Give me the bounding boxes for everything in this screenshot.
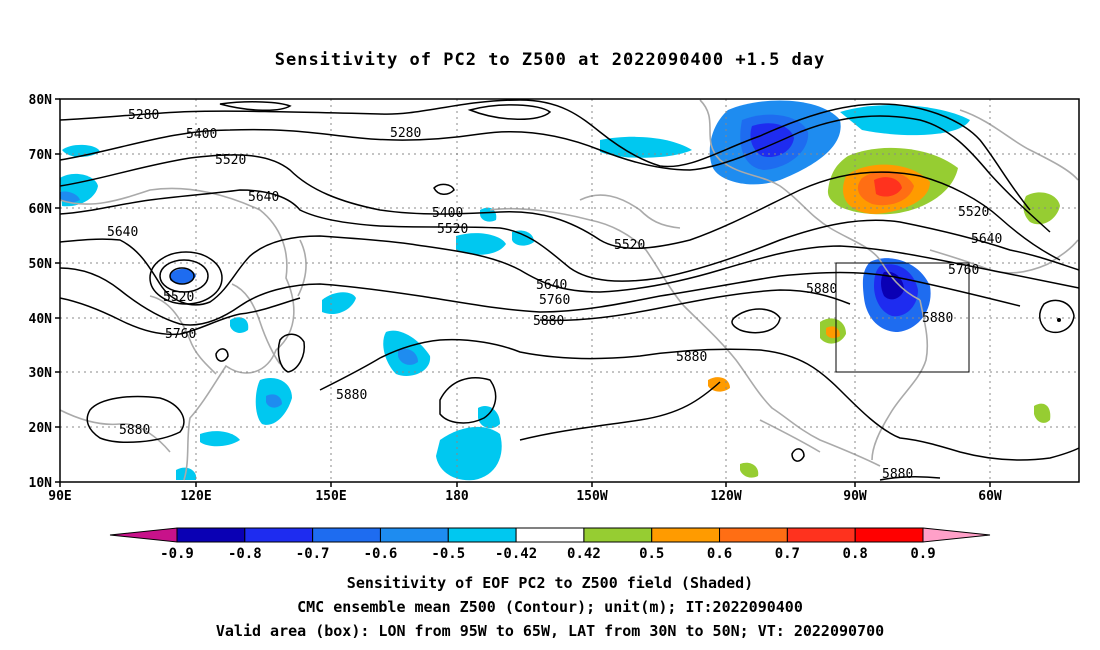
map-frame [59,98,1080,483]
colorbar-label: 0.6 [707,546,732,562]
lat-label: 30N [29,366,53,381]
contour-label: 5520 [437,222,468,237]
z500-contours [59,99,1080,481]
contour-label: 5760 [539,293,570,308]
contour-label: 5400 [186,127,217,142]
coastlines [59,99,1079,481]
footer-line-3: Valid area (box): LON from 95W to 65W, L… [215,622,885,640]
colorbar-segment [922,527,991,543]
contour-label: 5880 [119,423,150,438]
contour-label: 5880 [922,311,953,326]
contour-label: 5520 [163,290,194,305]
lat-label: 40N [29,312,53,327]
lat-label: 50N [29,257,53,272]
contour-label: 5760 [165,327,196,342]
lon-label: 120E [180,489,211,504]
contour-label: 5640 [971,232,1002,247]
lon-axis: 90E 120E 150E 180 150W 120W 90W 60W [48,482,1002,504]
colorbar-label: -0.42 [495,546,537,562]
lat-label: 10N [29,476,53,491]
colorbar-label: -0.6 [364,546,398,562]
colorbar-segment [515,527,585,543]
contour-label: 5880 [882,467,913,482]
map-title: Sensitivity of PC2 to Z500 at 2022090400… [274,50,826,70]
contour-label: 5640 [536,278,567,293]
center-dot [1057,318,1061,322]
contour-label: 5640 [107,225,138,240]
contour-label: 5280 [128,108,159,123]
colorbar-segment [379,527,449,543]
lon-label: 180 [445,489,469,504]
lon-label: 120W [710,489,741,504]
lat-label: 70N [29,148,53,163]
contour-label: 5880 [806,282,837,297]
lon-label: 90W [843,489,867,504]
lon-label: 150E [315,489,346,504]
contour-label: 5520 [958,205,989,220]
colorbar-segment [447,527,517,543]
colorbar-label: -0.7 [296,546,330,562]
contour-label: 5280 [390,126,421,141]
lon-label: 90E [48,489,71,504]
lon-label: 60W [978,489,1002,504]
colorbar-segment [651,527,721,543]
contour-label: 5520 [215,153,246,168]
contour-label: 5400 [432,206,463,221]
contour-label: 5640 [248,190,279,205]
colorbar-label: -0.9 [160,546,194,562]
grid-lines [60,99,1079,482]
colorbar-label: 0.9 [910,546,935,562]
contour-labels: 5280 5280 5400 5400 5520 5520 5520 5520 … [107,108,1002,482]
colorbar-label: -0.8 [228,546,262,562]
colorbar-label: 0.7 [775,546,800,562]
colorbar: -0.9 -0.8 -0.7 -0.6 -0.5 -0.42 0.42 0.5 0.6 0.7 0.… [109,527,991,562]
colorbar-segment [312,527,381,543]
contour-label: 5880 [533,314,564,329]
colorbar-segment [583,527,653,543]
colorbar-label: 0.8 [843,546,868,562]
colorbar-label: 0.42 [567,546,601,562]
contour-label: 5760 [948,263,979,278]
colorbar-segment [786,527,856,543]
lat-label: 60N [29,202,53,217]
footer-line-2: CMC ensemble mean Z500 (Contour); unit(m… [297,598,803,616]
colorbar-segment [244,527,314,543]
valid-area-box [835,262,970,373]
colorbar-segment [176,527,246,543]
lon-label: 150W [576,489,607,504]
colorbar-segment [109,527,178,543]
lat-label: 20N [29,421,53,436]
colorbar-segment [854,527,924,543]
lat-axis: 80N 70N 60N 50N 40N 30N 20N 10N [29,93,60,491]
contour-label: 5880 [336,388,367,403]
colorbar-label: 0.5 [639,546,664,562]
colorbar-segment [719,527,788,543]
contour-label: 5880 [676,350,707,365]
lat-label: 80N [29,93,53,108]
colorbar-label: -0.5 [431,546,465,562]
footer-line-1: Sensitivity of EOF PC2 to Z500 field (Sh… [346,574,754,592]
contour-label: 5520 [614,238,645,253]
